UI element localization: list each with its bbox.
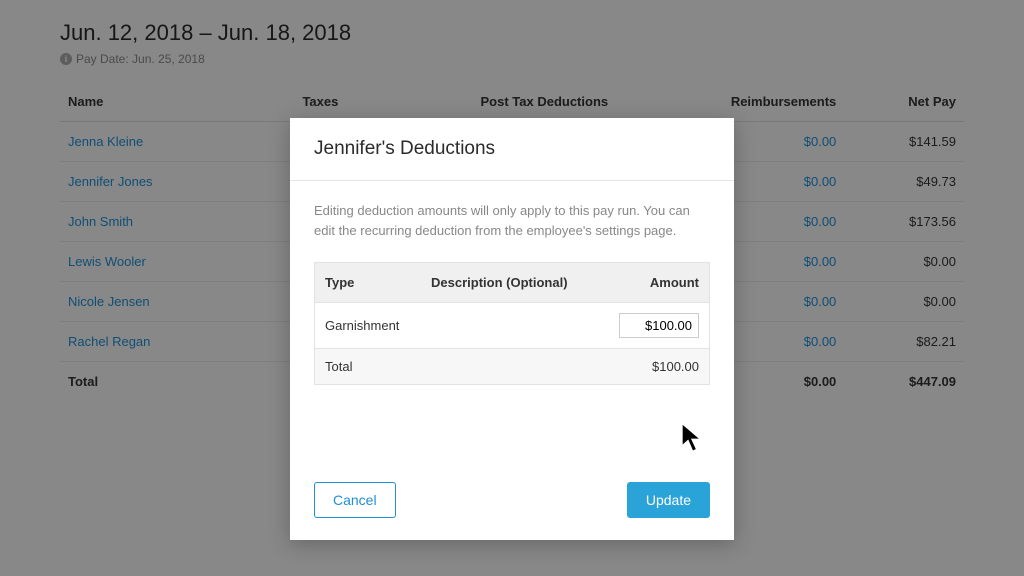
modal-help-text: Editing deduction amounts will only appl… bbox=[314, 201, 710, 240]
modal-body: Editing deduction amounts will only appl… bbox=[290, 181, 734, 395]
modal-title: Jennifer's Deductions bbox=[314, 138, 710, 160]
deduction-total-row: Total $100.00 bbox=[315, 349, 710, 385]
deduction-type: Garnishment bbox=[315, 303, 422, 349]
col-amount: Amount bbox=[597, 263, 710, 303]
update-button[interactable]: Update bbox=[627, 482, 710, 518]
deduction-total-label: Total bbox=[315, 349, 422, 385]
deduction-description bbox=[421, 303, 597, 349]
modal-header: Jennifer's Deductions bbox=[290, 118, 734, 181]
deductions-modal: Jennifer's Deductions Editing deduction … bbox=[290, 118, 734, 540]
deduction-total-amount: $100.00 bbox=[597, 349, 710, 385]
col-type: Type bbox=[315, 263, 422, 303]
cancel-button[interactable]: Cancel bbox=[314, 482, 396, 518]
col-description: Description (Optional) bbox=[421, 263, 597, 303]
amount-input[interactable] bbox=[619, 313, 699, 338]
deduction-row: Garnishment bbox=[315, 303, 710, 349]
deductions-table: Type Description (Optional) Amount Garni… bbox=[314, 262, 710, 385]
modal-footer: Cancel Update bbox=[290, 464, 734, 540]
